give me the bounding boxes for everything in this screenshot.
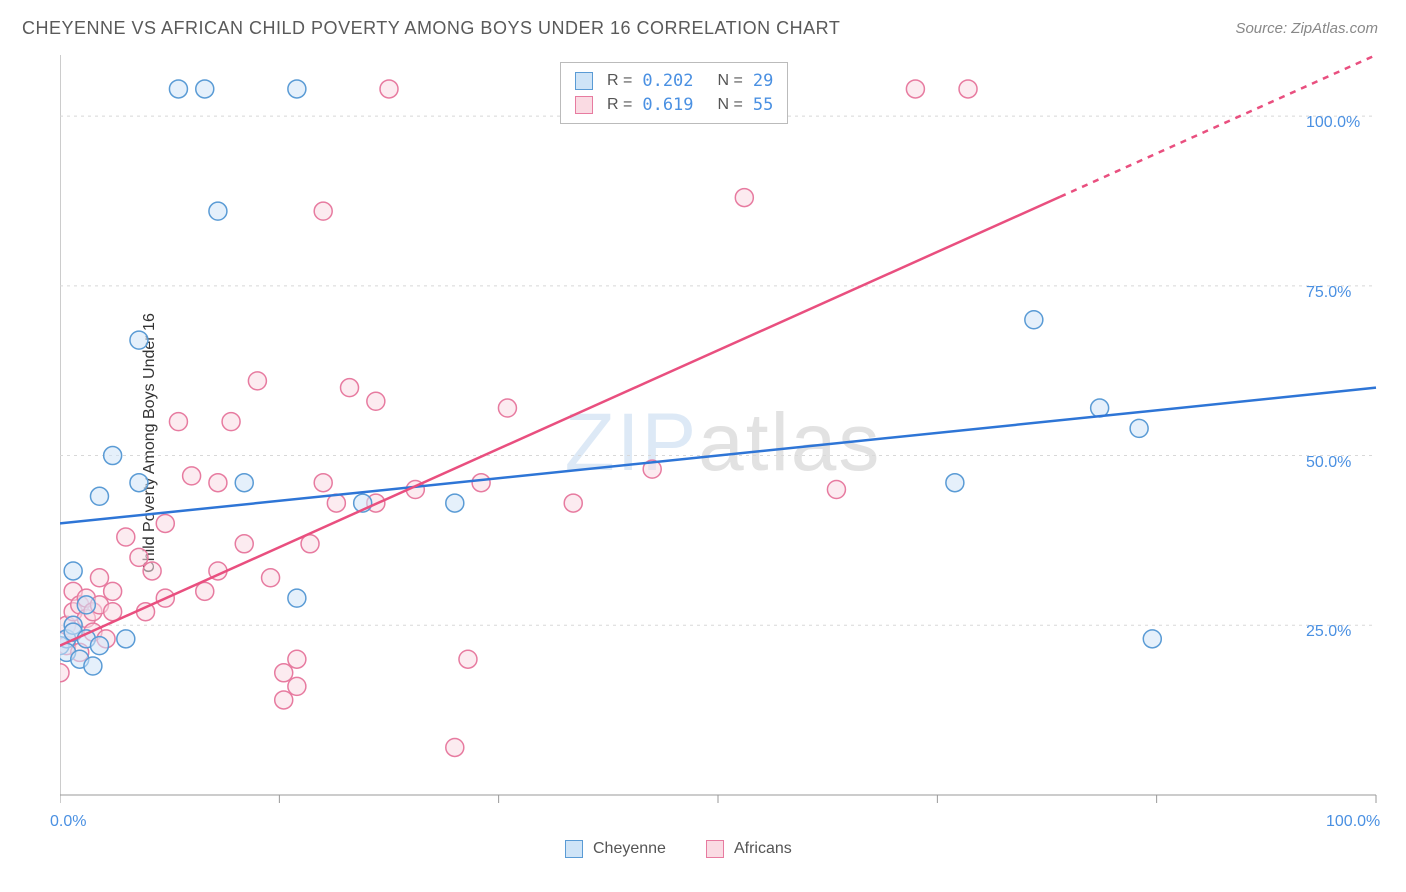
series-legend: Cheyenne Africans: [565, 840, 792, 858]
legend-series-label: Cheyenne: [593, 840, 666, 858]
chart-header: CHEYENNE VS AFRICAN CHILD POVERTY AMONG …: [0, 0, 1406, 49]
legend-n-value: 55: [753, 95, 773, 115]
legend-item-africans: Africans: [706, 840, 792, 858]
legend-r-value: 0.619: [642, 95, 693, 115]
x-tick-label: 100.0%: [1326, 813, 1380, 831]
y-tick-label: 25.0%: [1306, 623, 1351, 641]
chart-source: Source: ZipAtlas.com: [1235, 20, 1378, 37]
scatter-plot: [60, 55, 1386, 830]
legend-r-value: 0.202: [642, 71, 693, 91]
legend-row-cheyenne: R = 0.202 N = 29: [575, 69, 773, 93]
correlation-legend: R = 0.202 N = 29 R = 0.619 N = 55: [560, 62, 788, 124]
y-tick-label: 75.0%: [1306, 284, 1351, 302]
legend-item-cheyenne: Cheyenne: [565, 840, 666, 858]
x-tick-label: 0.0%: [50, 813, 86, 831]
legend-n-label: N =: [718, 72, 743, 90]
chart-area: Child Poverty Among Boys Under 16 ZIPatl…: [60, 55, 1386, 830]
legend-swatch: [575, 72, 593, 90]
legend-n-value: 29: [753, 71, 773, 91]
y-tick-label: 50.0%: [1306, 454, 1351, 472]
chart-title: CHEYENNE VS AFRICAN CHILD POVERTY AMONG …: [22, 18, 840, 39]
legend-r-label: R =: [607, 72, 632, 90]
legend-r-label: R =: [607, 96, 632, 114]
y-tick-label: 100.0%: [1306, 114, 1360, 132]
legend-row-africans: R = 0.619 N = 55: [575, 93, 773, 117]
legend-swatch: [565, 840, 583, 858]
legend-series-label: Africans: [734, 840, 792, 858]
legend-n-label: N =: [718, 96, 743, 114]
legend-swatch: [706, 840, 724, 858]
legend-swatch: [575, 96, 593, 114]
